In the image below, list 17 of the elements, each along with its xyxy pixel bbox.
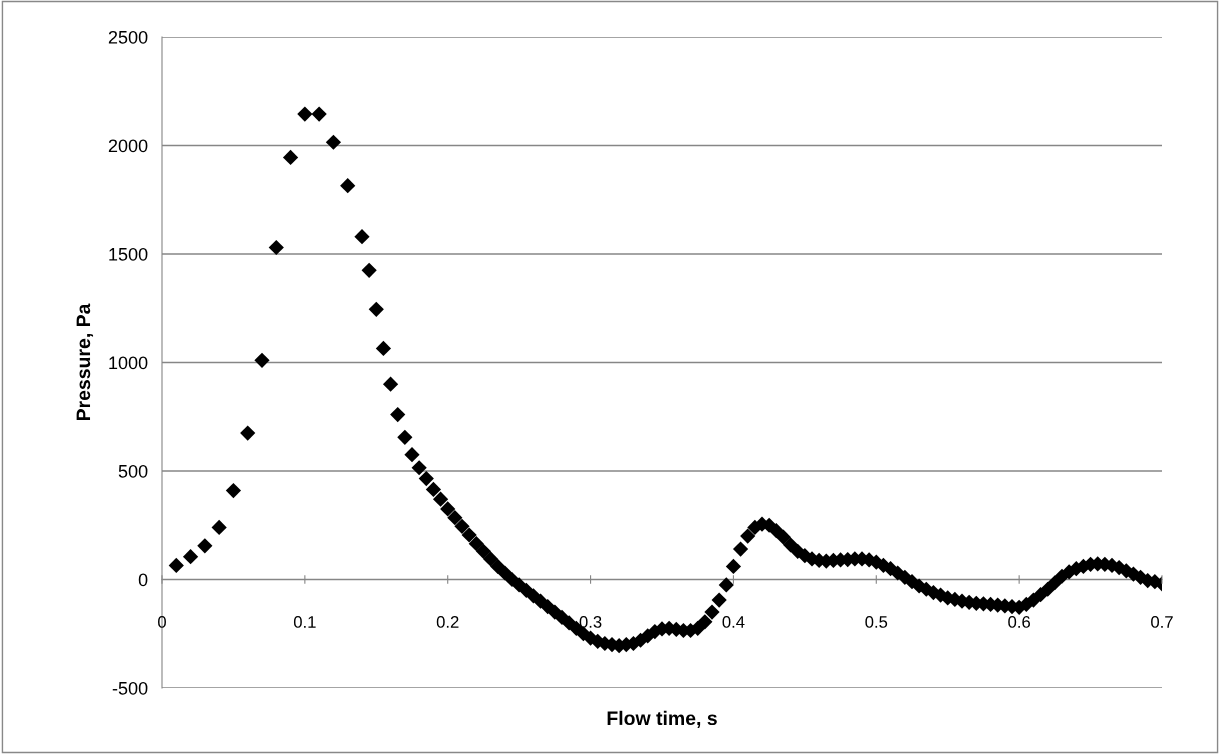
x-tick-label: 0.5 (865, 616, 888, 628)
y-tick-label: 0 (138, 573, 148, 587)
y-axis-title: Pressure, Pa (76, 303, 94, 421)
y-tick-label: 1500 (109, 247, 148, 261)
x-tick-label: 0.4 (722, 616, 745, 628)
y-tick-label: 2000 (108, 139, 148, 153)
x-tick-label: 0.7 (1151, 616, 1173, 628)
x-tick-label: 0.3 (579, 616, 602, 628)
y-tick-label: 1000 (109, 356, 148, 370)
x-axis-title: Flow time, s (607, 710, 717, 728)
x-tick-label: 0.6 (1008, 616, 1030, 628)
y-tick-label: -500 (112, 681, 148, 695)
y-tick-label: 500 (118, 464, 148, 478)
x-tick-label: 0.1 (293, 616, 316, 628)
y-tick-label: 2500 (108, 30, 148, 44)
x-tick-label: 0.2 (436, 616, 459, 628)
x-tick-label: 0 (158, 616, 166, 628)
